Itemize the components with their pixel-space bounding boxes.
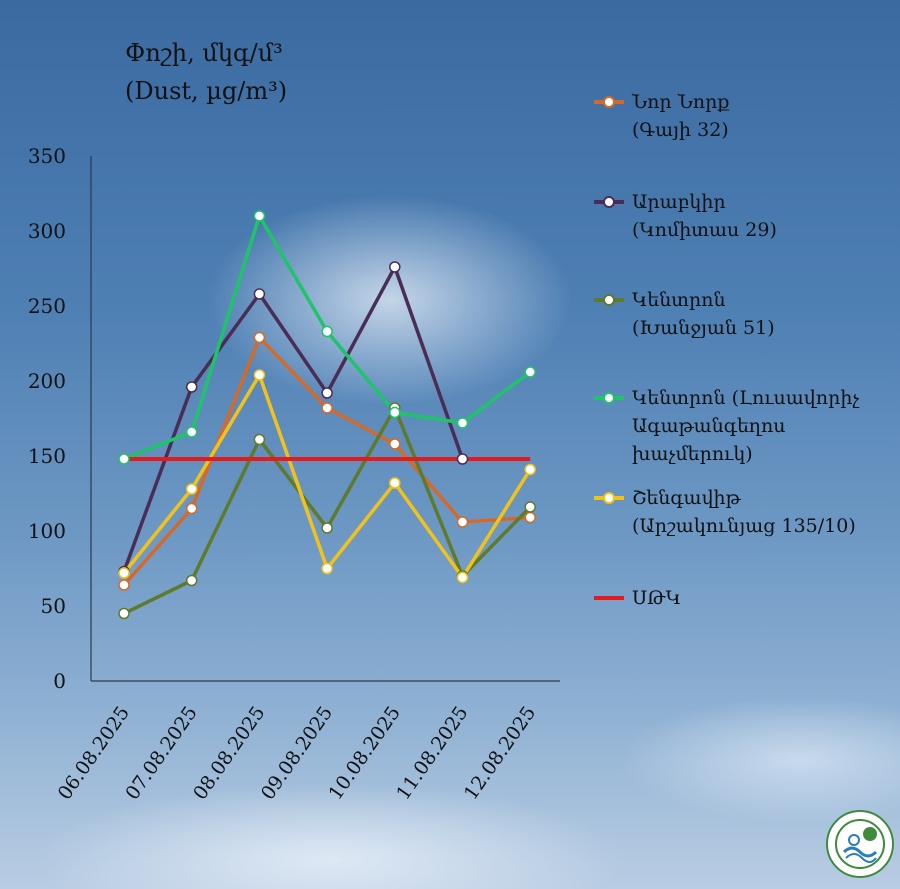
data-point: [389, 261, 401, 273]
legend-label: ՍԹԿ: [632, 587, 681, 609]
y-tick-label: 200: [28, 369, 66, 393]
legend-marker-arabkir: [594, 196, 624, 208]
legend-label: Նոր Նորք: [632, 91, 730, 113]
legend-label-line2: Ագաթանգեղոս: [632, 415, 786, 437]
logo-spiral: [848, 834, 860, 846]
data-point: [524, 511, 536, 524]
data-point: [118, 453, 130, 465]
data-point: [321, 325, 333, 338]
legend-marker-shengavit: [594, 492, 624, 504]
legend-label: Կենտրոն: [632, 289, 726, 311]
logo-wave-2: [845, 853, 877, 863]
data-point: [253, 433, 266, 446]
data-point: [524, 366, 536, 378]
series-line: [123, 214, 532, 461]
data-point: [389, 438, 401, 450]
data-point: [118, 607, 130, 620]
legend-marker-kentron-lusavorich: [594, 392, 624, 404]
legend-marker-nor-nork: [594, 96, 624, 108]
data-point: [456, 571, 469, 584]
y-tick-label: 250: [28, 294, 66, 318]
data-point: [321, 522, 333, 534]
data-point: [118, 567, 130, 579]
logo-emblem: [835, 819, 885, 869]
data-point: [118, 579, 130, 591]
data-point: [524, 463, 536, 476]
legend-label: Կենտրոն (Լուսավորիչ: [632, 387, 860, 409]
legend-dot: [603, 492, 615, 504]
legend-label-line2: (Կոմիտաս 29): [632, 219, 777, 241]
y-tick-label: 0: [53, 669, 66, 693]
legend-label: Շենգավիթ: [632, 487, 741, 509]
legend-dot: [603, 96, 615, 108]
series-line: [122, 335, 531, 587]
data-point: [456, 516, 469, 528]
y-tick-label: 150: [28, 444, 66, 468]
data-point: [456, 417, 469, 429]
data-point: [321, 562, 333, 575]
data-point: [389, 406, 401, 419]
chart-title-block: Փոշի, մկգ/մ³ (Dust, µg/m³): [125, 34, 287, 110]
y-tick-label: 300: [28, 219, 66, 243]
data-point: [253, 369, 266, 381]
legend-label-line2: (Խանջյան 51): [632, 317, 775, 339]
data-point: [253, 288, 266, 300]
ministry-logo-icon: [826, 810, 894, 878]
data-point: [389, 477, 401, 489]
x-tick-label: 12.08.2025: [460, 702, 540, 804]
chart-title: Փոշի, մկգ/մ³: [125, 39, 283, 67]
legend-label-line2: (Արշակունյաց 135/10): [632, 515, 856, 537]
data-point: [456, 453, 469, 465]
series-line: [123, 406, 532, 616]
logo-tree: [863, 827, 877, 841]
data-point: [185, 483, 198, 495]
data-point: [185, 426, 198, 438]
legend-dot: [603, 294, 615, 306]
data-point: [321, 402, 333, 414]
series-line: [122, 265, 465, 573]
legend-dot: [603, 392, 615, 404]
legend-label: Արաբկիր: [632, 191, 726, 213]
legend-dot: [603, 196, 615, 208]
data-point: [253, 331, 266, 344]
chart-subtitle: (Dust, µg/m³): [125, 77, 288, 105]
data-point: [185, 381, 198, 393]
data-point: [253, 210, 266, 222]
data-point: [321, 387, 333, 399]
y-tick-label: 100: [28, 519, 66, 543]
legend-marker-threshold: [594, 596, 624, 600]
y-tick-label: 350: [28, 144, 66, 168]
data-point: [185, 502, 198, 515]
y-tick-label: 50: [41, 594, 66, 618]
logo-ring: [835, 819, 885, 869]
legend-label-line3: խաչմերուկ): [632, 443, 753, 465]
legend-label-line2: (Գայի 32): [632, 119, 729, 141]
data-point: [185, 574, 198, 587]
data-point: [524, 501, 536, 513]
legend-marker-kentron-khanjyan: [594, 294, 624, 306]
logo-wave: [842, 846, 878, 858]
